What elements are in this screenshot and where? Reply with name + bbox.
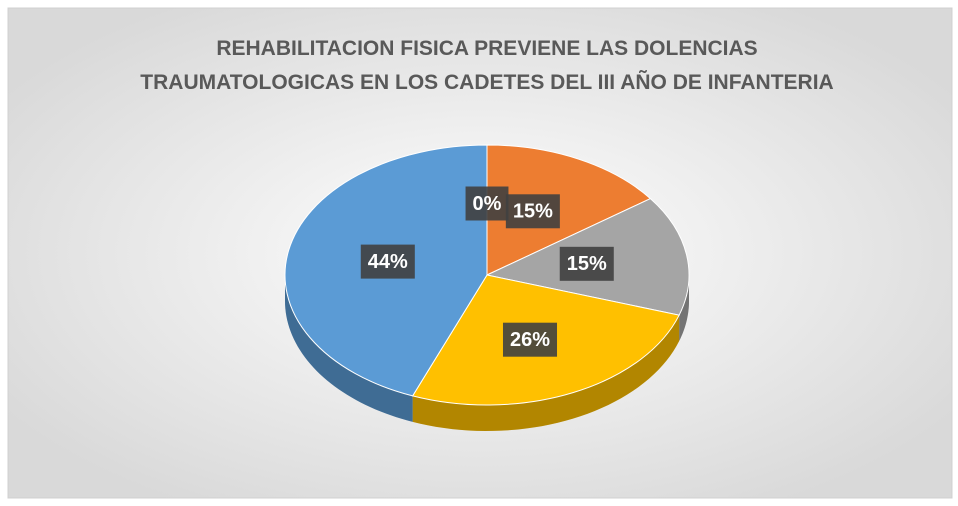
data-label-box xyxy=(559,246,614,281)
pie-slice xyxy=(486,144,652,276)
pie-slice-side-shade xyxy=(679,275,689,342)
data-label-box xyxy=(360,244,415,279)
pie-slice-side-shade xyxy=(412,315,680,431)
data-label: 0% xyxy=(465,186,509,221)
data-label-text: 0% xyxy=(473,193,502,215)
data-label-text: 15% xyxy=(567,253,607,275)
pie-slice-side xyxy=(285,275,413,422)
data-label-text: 15% xyxy=(513,201,553,223)
data-label: 44% xyxy=(360,244,415,279)
data-label-box xyxy=(465,186,509,221)
data-label-box xyxy=(502,322,558,357)
data-label: 15% xyxy=(505,194,560,229)
data-label-text: 26% xyxy=(510,329,550,351)
data-label: 15% xyxy=(559,246,614,281)
pie-slice-side-shade xyxy=(285,275,413,422)
pie-slice-side xyxy=(412,315,680,431)
data-label-box xyxy=(505,194,560,229)
chart-title: TRAUMATOLOGICAS EN LOS CADETES DEL III A… xyxy=(140,71,833,94)
chart-title: REHABILITACION FISICA PREVIENE LAS DOLEN… xyxy=(216,37,757,60)
data-label-text: 44% xyxy=(368,251,408,273)
data-label: 26% xyxy=(502,322,558,357)
pie-slice-side xyxy=(679,275,689,342)
